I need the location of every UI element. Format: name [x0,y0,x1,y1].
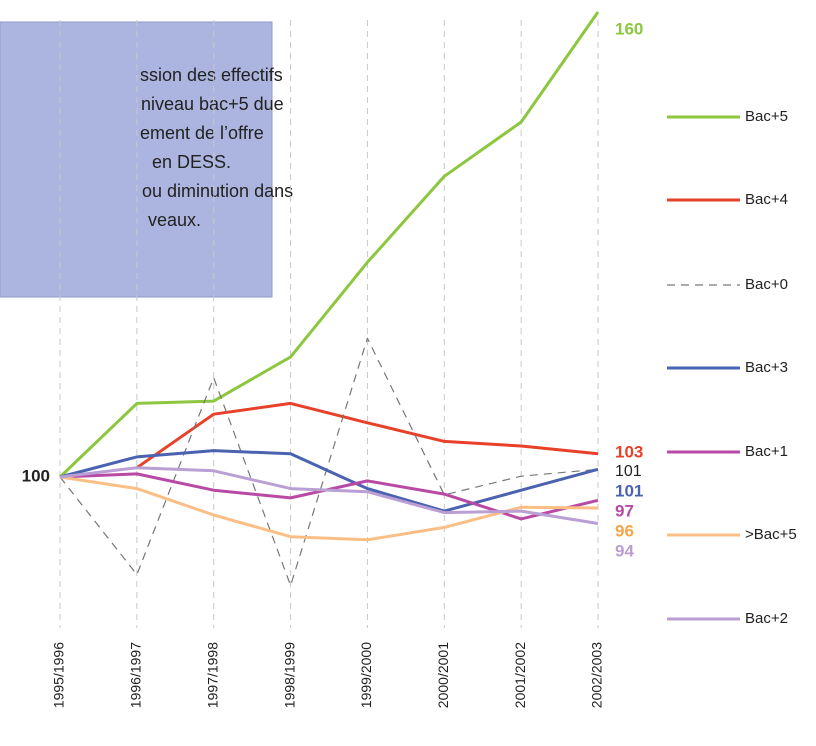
x-tick-label: 1998/1999 [281,642,297,708]
series-line [58,11,600,479]
x-tick-label: 1996/1997 [128,642,144,708]
end-label: 96 [615,521,634,540]
x-tick-label: 2002/2003 [589,642,605,708]
box-text: niveau bac+5 due [141,94,284,114]
legend-label: Bac+2 [745,610,788,627]
x-tick-label: 1997/1998 [204,642,220,708]
end-label: 160 [615,19,643,38]
legend-label: Bac+0 [745,276,788,293]
end-label: 97 [615,501,634,520]
series-line [59,466,599,525]
legend-label: >Bac+5 [745,526,797,543]
box-text: ement de l’offre [140,123,264,143]
series-line [59,475,599,542]
box-text: ou diminution dans [142,181,293,201]
legend-label: Bac+4 [745,191,788,208]
x-tick-label: 1995/1996 [51,642,67,708]
series-line [59,449,599,513]
box-text: en DESS. [152,152,231,172]
x-tick-label: 2001/2002 [512,642,528,708]
end-label: 94 [615,541,634,560]
box-text: ssion des effectifs [140,65,283,85]
end-label: 101 [615,463,642,480]
series-line [59,337,599,587]
series-line [136,401,599,469]
x-tick-label: 2000/2001 [435,642,451,708]
start-label: 100 [22,466,50,485]
end-label: 103 [615,442,643,461]
text-box [0,21,273,298]
legend-label: Bac+3 [745,359,788,376]
end-label: 101 [615,481,643,500]
legend-label: Bac+5 [745,108,788,125]
legend-label: Bac+1 [745,443,788,460]
x-tick-label: 1999/2000 [358,642,374,708]
box-text: veaux. [148,210,201,230]
